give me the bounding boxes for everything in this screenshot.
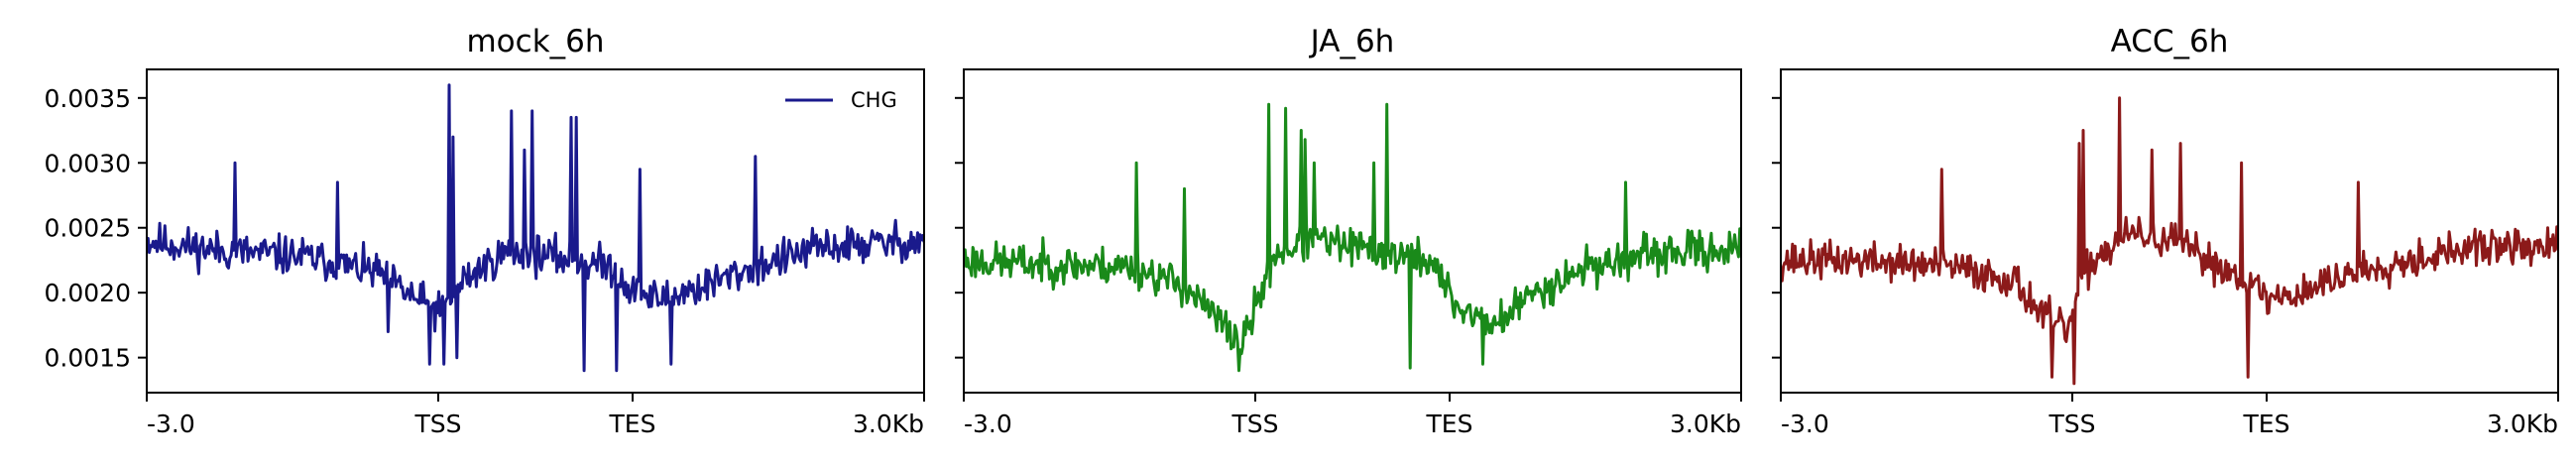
x-tick-label: TSS	[413, 410, 461, 438]
series-line-panel-2	[964, 102, 1741, 373]
x-tick-label: 3.0Kb	[853, 410, 924, 438]
x-tick-label: 3.0Kb	[2487, 410, 2558, 438]
panel-title: ACC_6h	[2111, 24, 2229, 59]
x-tick-label: TSS	[2048, 410, 2095, 438]
series-line-chg	[147, 83, 924, 373]
plot-frame	[146, 68, 925, 394]
plot-frame	[963, 68, 1742, 394]
y-tick-label: 0.0030	[45, 149, 131, 177]
panel-1: mock_6h 0.0015 0.0020 0.0025 0.0030 0.0035 -3.…	[45, 24, 925, 438]
x-tick-label: 3.0Kb	[1670, 410, 1741, 438]
x-tick-label: -3.0	[1781, 410, 1829, 438]
legend: CHG	[785, 88, 897, 112]
panel-2: JA_6h -3.0 TSS TES 3.0Kb	[955, 24, 1742, 438]
x-tick-label: TES	[609, 410, 656, 438]
x-tick-label: TES	[1426, 410, 1473, 438]
panel-3: ACC_6h -3.0 TSS TES 3.0Kb	[1772, 24, 2559, 438]
panel-title: mock_6h	[466, 24, 604, 59]
y-tick-label: 0.0035	[45, 84, 131, 113]
x-tick-label: TSS	[1230, 410, 1278, 438]
plot-frame	[1780, 68, 2559, 394]
x-tick-label: TES	[2243, 410, 2290, 438]
y-tick-label: 0.0025	[45, 214, 131, 243]
y-tick-label: 0.0020	[45, 279, 131, 307]
x-tick-label: -3.0	[147, 410, 195, 438]
series-line-panel-3	[1781, 96, 2558, 386]
x-tick-label: -3.0	[964, 410, 1012, 438]
y-tick-label: 0.0015	[45, 344, 131, 373]
panel-title: JA_6h	[1309, 24, 1395, 59]
legend-label: CHG	[851, 88, 897, 112]
